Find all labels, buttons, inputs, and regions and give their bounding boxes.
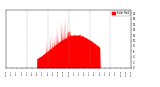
- Legend: Solar Rad: Solar Rad: [112, 11, 130, 16]
